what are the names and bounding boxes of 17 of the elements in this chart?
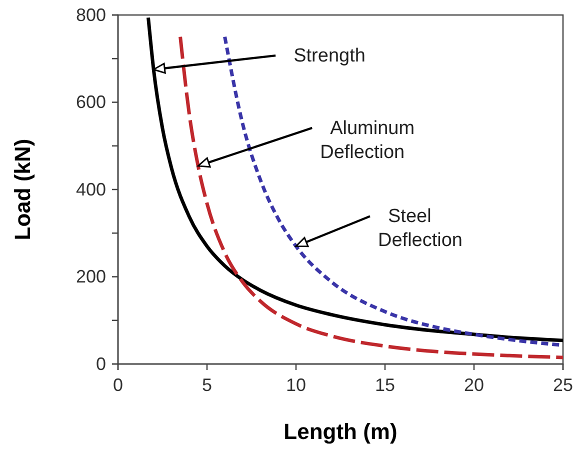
y-tick-label: 0 — [96, 354, 106, 374]
y-tick-label: 200 — [76, 266, 106, 287]
x-tick-label: 10 — [286, 374, 306, 395]
annotation: Strength — [294, 46, 366, 67]
y-tick-label: 600 — [76, 92, 106, 112]
x-tick-label: 0 — [112, 374, 124, 395]
y-axis-title: Load (kN) — [10, 138, 35, 240]
x-tick-label: 25 — [552, 374, 574, 395]
x-axis-title: Length (m) — [284, 419, 398, 444]
x-tick-label: 5 — [202, 374, 212, 395]
annotation: Aluminum Deflection — [320, 118, 415, 163]
annotation: Steel Deflection — [378, 206, 462, 252]
y-tick-label: 800 — [76, 4, 106, 25]
y-tick-label: 400 — [76, 179, 106, 200]
line-series — [146, 16, 563, 342]
x-tick-label: 20 — [464, 374, 484, 395]
x-tick-label: 15 — [374, 374, 396, 395]
